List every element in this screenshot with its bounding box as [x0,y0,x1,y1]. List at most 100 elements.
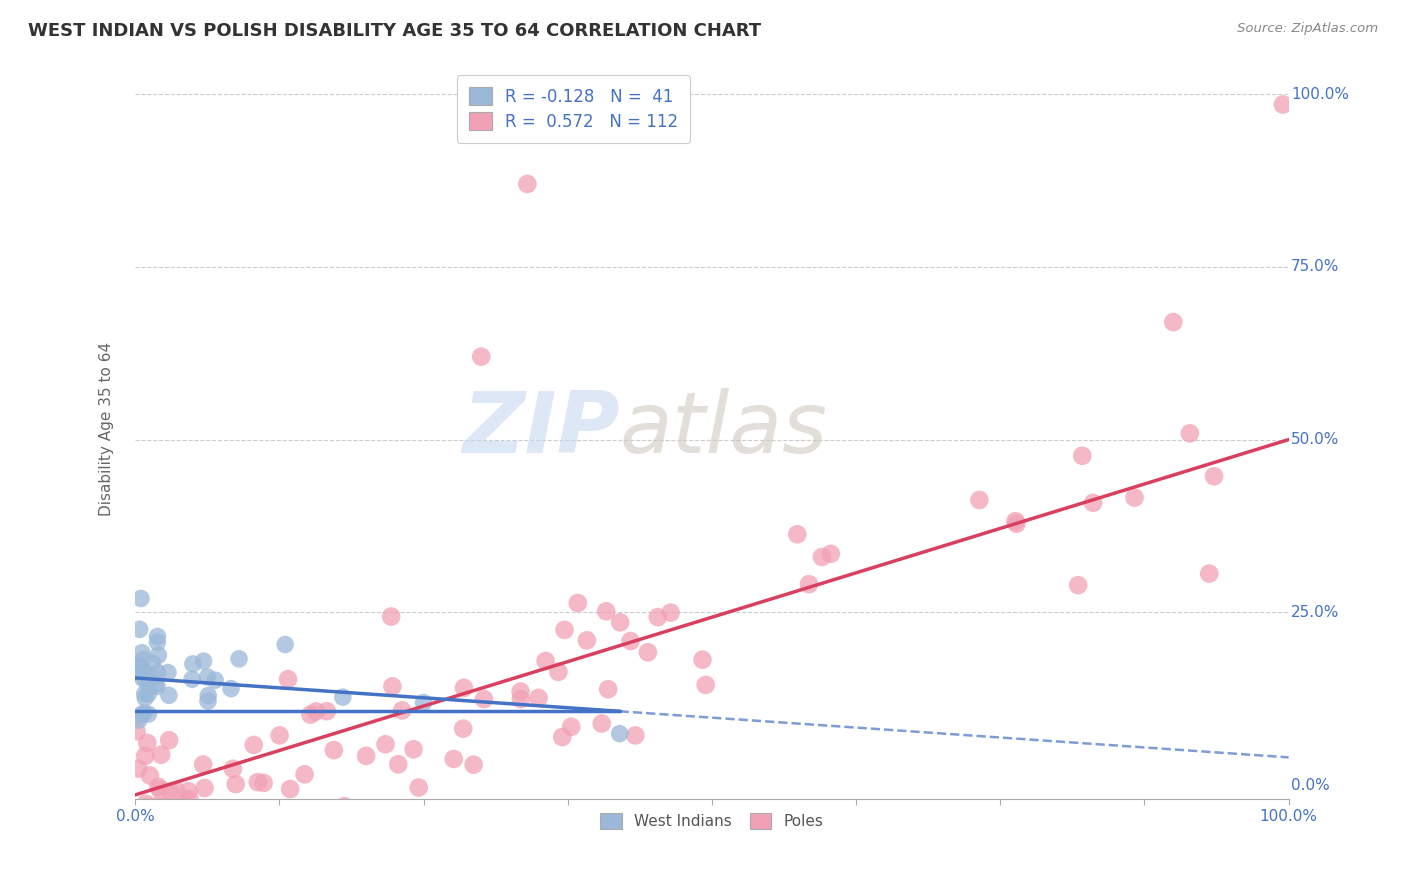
Point [591,716,613,731]
Point [183,833,205,847]
Point [1071,449,1094,463]
Legend: West Indians, Poles: West Indians, Poles [595,806,830,836]
Point [454,805,477,819]
Point [157,733,180,747]
Point [181,657,204,671]
Point [1271,97,1294,112]
Point [412,696,434,710]
Point [138,671,160,685]
Point [129,833,152,847]
Point [598,682,620,697]
Point [134,748,156,763]
Point [354,748,377,763]
Point [619,634,641,648]
Point [125,833,148,847]
Point [141,669,163,683]
Point [516,177,538,191]
Point [135,797,157,811]
Point [136,810,159,824]
Point [132,664,155,678]
Point [148,648,170,663]
Point [387,757,409,772]
Point [786,527,808,541]
Point [156,799,179,814]
Point [692,653,714,667]
Point [148,833,170,847]
Text: ZIP: ZIP [463,388,620,471]
Point [391,703,413,717]
Point [1202,469,1225,483]
Point [128,827,150,841]
Point [1067,578,1090,592]
Point [142,657,165,671]
Point [575,633,598,648]
Point [136,833,159,847]
Point [252,776,274,790]
Point [609,615,631,630]
Point [129,708,152,723]
Point [190,817,212,831]
Point [148,780,170,794]
Point [193,757,215,772]
Point [453,681,475,695]
Point [269,728,291,742]
Point [547,665,569,679]
Point [1178,426,1201,441]
Point [225,777,247,791]
Point [509,692,531,706]
Point [1198,566,1220,581]
Point [380,609,402,624]
Text: 100.0%: 100.0% [1291,87,1348,102]
Point [139,768,162,782]
Point [624,728,647,742]
Point [443,752,465,766]
Point [136,687,159,701]
Point [146,665,169,680]
Point [274,638,297,652]
Point [278,782,301,797]
Point [322,743,344,757]
Point [1081,496,1104,510]
Text: 75.0%: 75.0% [1291,260,1340,275]
Point [155,833,177,847]
Point [197,689,219,703]
Point [174,795,197,809]
Point [132,823,155,838]
Point [333,799,356,814]
Text: Source: ZipAtlas.com: Source: ZipAtlas.com [1237,22,1378,36]
Point [136,800,159,814]
Point [157,833,180,847]
Point [128,622,150,636]
Point [271,833,294,847]
Point [128,713,150,727]
Point [134,690,156,705]
Text: WEST INDIAN VS POLISH DISABILITY AGE 35 TO 64 CORRELATION CHART: WEST INDIAN VS POLISH DISABILITY AGE 35 … [28,22,761,40]
Point [145,833,167,847]
Point [381,679,404,693]
Point [179,833,201,847]
Point [534,654,557,668]
Point [193,654,215,668]
Point [299,707,322,722]
Point [609,726,631,740]
Point [132,652,155,666]
Point [127,762,149,776]
Point [177,784,200,798]
Point [1161,315,1184,329]
Point [134,687,156,701]
Point [408,780,430,795]
Point [560,720,582,734]
Point [128,659,150,673]
Point [219,681,242,696]
Point [131,671,153,685]
Text: 25.0%: 25.0% [1291,605,1340,620]
Point [166,784,188,798]
Point [637,645,659,659]
Point [138,800,160,814]
Point [180,833,202,847]
Point [1004,514,1026,528]
Point [647,610,669,624]
Point [125,724,148,739]
Point [463,757,485,772]
Point [132,706,155,720]
